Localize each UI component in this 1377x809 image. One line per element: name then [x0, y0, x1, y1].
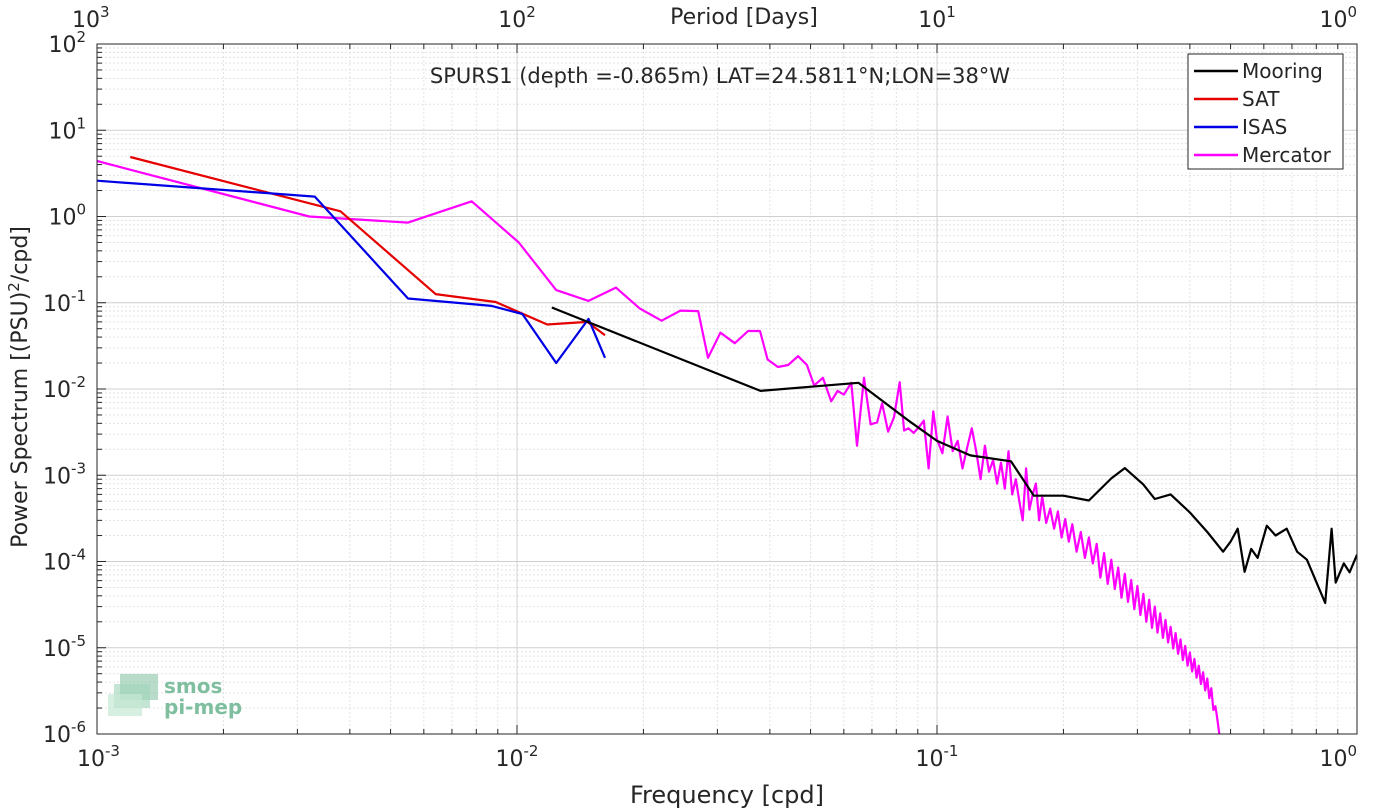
y-tick-label: 10-5: [43, 632, 86, 662]
series-line-sat: [130, 155, 606, 337]
legend-label-mooring: Mooring: [1242, 59, 1323, 83]
legend-label-sat: SAT: [1242, 87, 1280, 111]
period-tick-label: 102: [498, 3, 536, 33]
logo-mark-front: [108, 694, 142, 716]
major-grid: [96, 43, 1358, 735]
y-tick-label: 10-3: [43, 459, 86, 489]
legend-label-mercator: Mercator: [1242, 143, 1332, 167]
x-tick-label: 10-1: [916, 742, 959, 772]
legend-box: [1187, 53, 1344, 170]
series-line-mercator: [97, 159, 1221, 734]
x-axis-label: Frequency [cpd]: [630, 781, 824, 809]
x-tick-label: 100: [1319, 742, 1357, 772]
logo-text-pi-mep: pi-mep: [164, 695, 242, 719]
series-layer: [97, 155, 1357, 734]
x-tick-labels: 10-3 10-2 10-1 100: [77, 742, 1357, 772]
chart-title: SPURS1 (depth =-0.865m) LAT=24.5811°N;LO…: [430, 64, 1010, 88]
period-tick-label: 101: [918, 3, 956, 33]
y-tick-label: 10-2: [43, 373, 86, 403]
y-tick-label: 10-4: [43, 546, 86, 576]
smos-pi-mep-logo: smos pi-mep: [108, 674, 242, 719]
period-tick-labels: 103 102 101 100: [72, 3, 1357, 33]
y-tick-label: 102: [48, 28, 86, 58]
x-tick-label: 10-2: [496, 742, 539, 772]
tick-marks: [96, 43, 1358, 735]
y-tick-label: 100: [48, 201, 86, 231]
y-tick-label: 101: [48, 114, 86, 144]
y-tick-labels: 10-6 10-5 10-4 10-3 10-2 10-1 100 101 102: [43, 28, 86, 748]
period-tick-label: 100: [1319, 3, 1357, 33]
period-axis-label: Period [Days]: [670, 5, 818, 30]
legend: Mooring SAT ISAS Mercator: [1187, 53, 1344, 170]
legend-label-isas: ISAS: [1242, 115, 1287, 139]
series-line-isas: [97, 179, 607, 365]
y-axis-label: Power Spectrum [(PSU)2/cpd]: [5, 226, 33, 548]
x-tick-label: 10-3: [77, 742, 120, 772]
period-tick-label: 103: [72, 3, 110, 33]
series-line-mooring: [551, 306, 1357, 605]
y-tick-label: 10-6: [43, 718, 86, 748]
y-tick-label: 10-1: [43, 287, 86, 317]
logo-text-smos: smos: [164, 674, 222, 698]
